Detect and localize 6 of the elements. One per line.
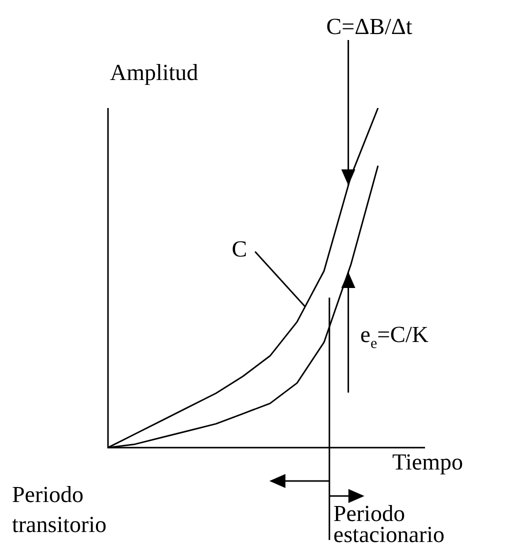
text: Periodo estacionario [333, 501, 445, 544]
text: C=ΔB/Δt [326, 14, 413, 39]
y-axis-title: Amplitud [110, 60, 199, 85]
x-axis-title: Tiempo [392, 450, 464, 475]
text: Periodo transitorio [12, 482, 107, 537]
annotation: C [232, 236, 248, 262]
